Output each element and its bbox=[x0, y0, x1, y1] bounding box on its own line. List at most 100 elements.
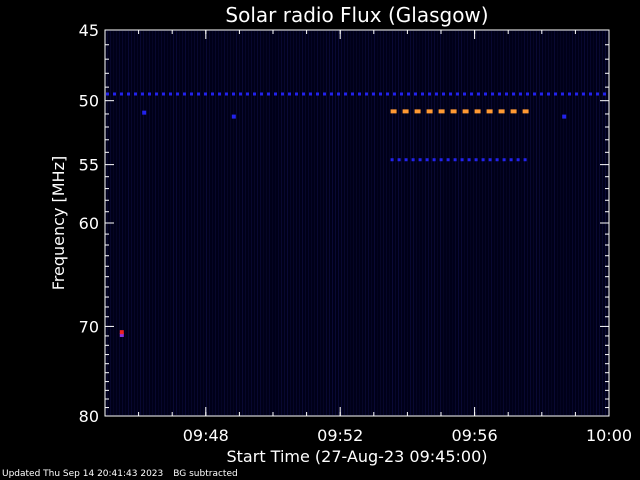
noise-streak bbox=[416, 31, 417, 415]
noise-streak bbox=[371, 31, 372, 415]
noise-streak bbox=[317, 31, 318, 415]
noise-streak bbox=[563, 31, 564, 415]
noise-streak bbox=[446, 31, 447, 415]
noise-streak bbox=[467, 31, 468, 415]
noise-streak bbox=[302, 31, 303, 415]
noise-streak bbox=[221, 31, 222, 415]
noise-streak bbox=[152, 31, 153, 415]
noise-streak bbox=[272, 31, 273, 415]
noise-streak bbox=[530, 31, 531, 415]
noise-streak bbox=[311, 31, 312, 415]
noise-streak bbox=[596, 31, 597, 415]
noise-streak bbox=[452, 31, 453, 415]
noise-streak bbox=[284, 31, 285, 415]
noise-streak bbox=[533, 31, 534, 415]
y-tick-label: 55 bbox=[79, 156, 99, 175]
noise-streak bbox=[470, 31, 471, 415]
noise-streak bbox=[260, 31, 261, 415]
noise-streak bbox=[377, 31, 378, 415]
x-axis: 09:48 09:52 09:56 10:00 bbox=[138, 30, 632, 445]
noise-streak bbox=[434, 31, 435, 415]
noise-streak bbox=[389, 31, 390, 415]
noise-streak bbox=[146, 31, 147, 415]
x-tick-label: 09:52 bbox=[317, 426, 363, 445]
noise-streak bbox=[119, 31, 120, 415]
noise-streak bbox=[344, 31, 345, 415]
noise-streak bbox=[218, 31, 219, 415]
noise-streak bbox=[479, 31, 480, 415]
noise-streak bbox=[494, 31, 495, 415]
noise-streak bbox=[131, 31, 132, 415]
noise-streak bbox=[116, 31, 117, 415]
noise-streak bbox=[362, 31, 363, 415]
noise-streak bbox=[140, 31, 141, 415]
noise-streak bbox=[569, 31, 570, 415]
noise-streak bbox=[326, 31, 327, 415]
noise-streak bbox=[155, 31, 156, 415]
noise-streak bbox=[407, 31, 408, 415]
noise-streak bbox=[287, 31, 288, 415]
noise-streak bbox=[404, 31, 405, 415]
noise-streak bbox=[512, 31, 513, 415]
noise-streak bbox=[578, 31, 579, 415]
noise-streak bbox=[590, 31, 591, 415]
noise-streak bbox=[206, 31, 207, 415]
noise-streak bbox=[170, 31, 171, 415]
noise-streak bbox=[338, 31, 339, 415]
noise-streak bbox=[296, 31, 297, 415]
noise-streak bbox=[293, 31, 294, 415]
noise-streak bbox=[278, 31, 279, 415]
noise-streak bbox=[524, 31, 525, 415]
noise-streak bbox=[242, 31, 243, 415]
noise-streak bbox=[383, 31, 384, 415]
noise-streak bbox=[410, 31, 411, 415]
noise-streak bbox=[461, 31, 462, 415]
noise-streak bbox=[398, 31, 399, 415]
noise-streak bbox=[350, 31, 351, 415]
noise-streak bbox=[437, 31, 438, 415]
noise-streak bbox=[257, 31, 258, 415]
y-tick-label: 45 bbox=[79, 21, 99, 40]
noise-streak bbox=[161, 31, 162, 415]
noise-streak bbox=[488, 31, 489, 415]
noise-streak bbox=[233, 31, 234, 415]
plot-area bbox=[105, 30, 609, 416]
noise-streak bbox=[503, 31, 504, 415]
footer: Updated Thu Sep 14 20:41:43 2023 BG subtr… bbox=[2, 469, 248, 479]
emission-features bbox=[106, 92, 608, 337]
noise-streak bbox=[176, 31, 177, 415]
noise-streak bbox=[473, 31, 474, 415]
noise-streak bbox=[401, 31, 402, 415]
x-tick-label: 09:48 bbox=[183, 426, 229, 445]
emission-spot bbox=[231, 114, 236, 119]
noise-streak bbox=[587, 31, 588, 415]
noise-streak bbox=[347, 31, 348, 415]
noise-streak bbox=[248, 31, 249, 415]
noise-streak bbox=[581, 31, 582, 415]
noise-streak bbox=[320, 31, 321, 415]
noise-streak bbox=[224, 31, 225, 415]
y-axis-label: Frequency [MHz] bbox=[49, 156, 68, 290]
noise-streak bbox=[509, 31, 510, 415]
noise-streak bbox=[212, 31, 213, 415]
noise-streak bbox=[191, 31, 192, 415]
noise-streak bbox=[368, 31, 369, 415]
noise-streak bbox=[497, 31, 498, 415]
noise-streak bbox=[215, 31, 216, 415]
noise-streak bbox=[455, 31, 456, 415]
noise-streak bbox=[299, 31, 300, 415]
noise-streak bbox=[353, 31, 354, 415]
noise-streak bbox=[185, 31, 186, 415]
noise-streak bbox=[263, 31, 264, 415]
noise-streak bbox=[395, 31, 396, 415]
emission-spot bbox=[119, 330, 124, 335]
noise-streak bbox=[188, 31, 189, 415]
noise-streak bbox=[332, 31, 333, 415]
noise-streak bbox=[458, 31, 459, 415]
noise-streak bbox=[491, 31, 492, 415]
noise-streak bbox=[290, 31, 291, 415]
noise-streak bbox=[359, 31, 360, 415]
noise-streak bbox=[419, 31, 420, 415]
noise-streak bbox=[464, 31, 465, 415]
